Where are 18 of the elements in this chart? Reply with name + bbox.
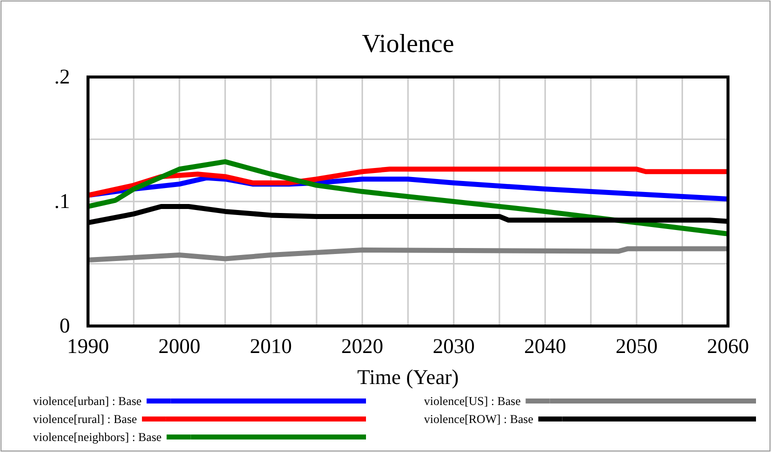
legend-label: violence[US] : Base xyxy=(424,394,521,408)
y-tick-label: .2 xyxy=(54,64,70,89)
legend-label: violence[neighbors] : Base xyxy=(33,430,162,444)
x-tick-label: 2040 xyxy=(524,334,566,358)
y-tick-label: 0 xyxy=(60,314,70,338)
x-tick-label: 2010 xyxy=(250,334,292,358)
x-tick-label: 1990 xyxy=(67,334,109,358)
legend-label: violence[urban] : Base xyxy=(33,394,142,408)
x-axis-title: Time (Year) xyxy=(357,365,459,389)
legend-label: violence[ROW] : Base xyxy=(424,412,534,426)
chart-title: Violence xyxy=(362,29,454,58)
x-tick-label: 2050 xyxy=(616,334,658,358)
legend-label: violence[rural] : Base xyxy=(33,412,137,426)
x-tick-label: 2060 xyxy=(707,334,749,358)
x-tick-label: 2000 xyxy=(158,334,200,358)
x-tick-label: 2020 xyxy=(341,334,384,358)
x-tick-label: 2030 xyxy=(432,334,475,358)
y-tick-label: .1 xyxy=(54,189,70,214)
